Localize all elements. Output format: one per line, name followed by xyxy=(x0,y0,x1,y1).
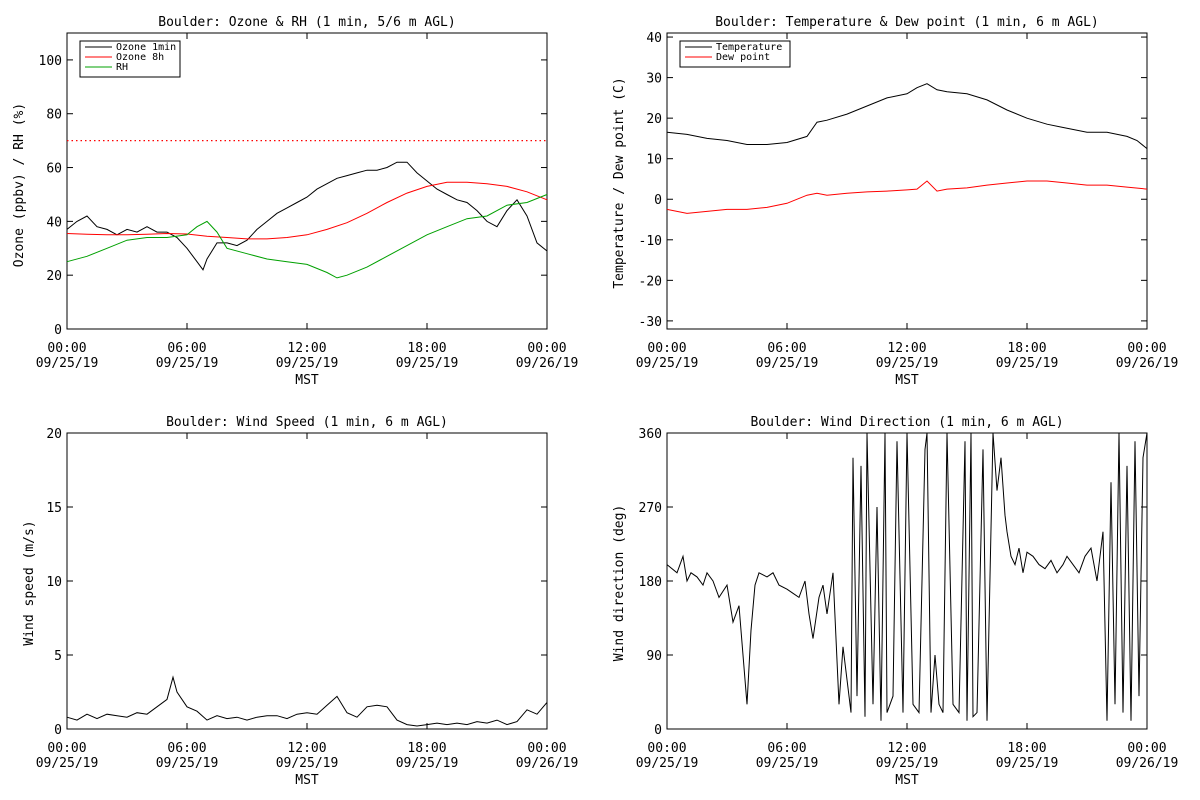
x-tick-time: 00:00 xyxy=(647,741,686,756)
x-tick-date: 09/25/19 xyxy=(36,756,99,771)
x-axis-label: MST xyxy=(295,773,319,788)
y-tick-label: 15 xyxy=(46,501,62,516)
y-tick-label: 90 xyxy=(646,649,662,664)
x-tick-time: 00:00 xyxy=(1127,341,1166,356)
x-tick-date: 09/25/19 xyxy=(876,756,939,771)
x-tick-date: 09/25/19 xyxy=(876,356,939,371)
x-tick-time: 18:00 xyxy=(407,341,446,356)
x-tick-time: 06:00 xyxy=(767,741,806,756)
panel-wind-direction: Boulder: Wind Direction (1 min, 6 m AGL)… xyxy=(612,415,1178,788)
x-tick-date: 09/26/19 xyxy=(1116,756,1179,771)
y-tick-label: 80 xyxy=(46,108,62,123)
x-tick-time: 18:00 xyxy=(1007,341,1046,356)
y-tick-label: -30 xyxy=(639,315,662,330)
x-tick-time: 06:00 xyxy=(167,741,206,756)
legend-label: Ozone 8h xyxy=(116,52,164,63)
chart-title: Boulder: Temperature & Dew point (1 min,… xyxy=(715,15,1099,30)
x-tick-time: 00:00 xyxy=(527,341,566,356)
legend-label: Dew point xyxy=(716,52,770,63)
y-axis-label: Temperature / Dew point (C) xyxy=(612,77,627,288)
x-tick-date: 09/25/19 xyxy=(636,356,699,371)
series-line-0 xyxy=(66,675,548,727)
x-tick-time: 00:00 xyxy=(527,741,566,756)
y-tick-label: 40 xyxy=(646,31,662,46)
x-tick-date: 09/25/19 xyxy=(636,756,699,771)
x-tick-time: 00:00 xyxy=(47,741,86,756)
y-axis-label: Wind direction (deg) xyxy=(612,505,627,662)
x-tick-date: 09/25/19 xyxy=(996,356,1059,371)
y-tick-label: 0 xyxy=(654,723,662,738)
x-tick-time: 12:00 xyxy=(887,341,926,356)
y-tick-label: -20 xyxy=(639,274,662,289)
y-axis-label: Wind speed (m/s) xyxy=(22,520,37,645)
x-tick-date: 09/25/19 xyxy=(36,356,99,371)
legend-label: Temperature xyxy=(716,42,782,53)
chart-title: Boulder: Ozone & RH (1 min, 5/6 m AGL) xyxy=(158,15,455,30)
x-tick-time: 00:00 xyxy=(1127,741,1166,756)
x-tick-date: 09/26/19 xyxy=(516,756,579,771)
plot-area: 0510152000:0009/25/1906:0009/25/1912:000… xyxy=(36,427,579,771)
series-line-0 xyxy=(666,83,1148,149)
panel-ozone: Boulder: Ozone & RH (1 min, 5/6 m AGL) O… xyxy=(12,15,578,388)
x-axis-label: MST xyxy=(895,773,919,788)
x-axis-label: MST xyxy=(295,373,319,388)
series-line-1 xyxy=(666,180,1148,214)
x-tick-date: 09/25/19 xyxy=(996,756,1059,771)
y-tick-label: 0 xyxy=(54,323,62,338)
x-tick-date: 09/25/19 xyxy=(156,356,219,371)
y-tick-label: -10 xyxy=(639,234,662,249)
x-tick-time: 12:00 xyxy=(287,341,326,356)
x-tick-time: 12:00 xyxy=(287,741,326,756)
x-tick-date: 09/26/19 xyxy=(516,356,579,371)
y-tick-label: 100 xyxy=(39,54,62,69)
chart-title: Boulder: Wind Speed (1 min, 6 m AGL) xyxy=(166,415,448,430)
legend-label: Ozone 1min xyxy=(116,42,176,53)
x-tick-date: 09/25/19 xyxy=(756,356,819,371)
x-tick-date: 09/25/19 xyxy=(276,356,339,371)
x-tick-time: 12:00 xyxy=(887,741,926,756)
y-tick-label: 180 xyxy=(639,575,662,590)
panel-wind-speed: Boulder: Wind Speed (1 min, 6 m AGL) Win… xyxy=(22,415,578,788)
plot-area: 09018027036000:0009/25/1906:0009/25/1912… xyxy=(636,427,1179,771)
x-tick-time: 00:00 xyxy=(47,341,86,356)
x-tick-time: 06:00 xyxy=(167,341,206,356)
y-tick-label: 20 xyxy=(646,112,662,127)
x-axis-label: MST xyxy=(895,373,919,388)
plot-area: 02040608010000:0009/25/1906:0009/25/1912… xyxy=(36,32,579,371)
y-tick-label: 30 xyxy=(646,72,662,87)
y-tick-label: 10 xyxy=(46,575,62,590)
x-tick-date: 09/26/19 xyxy=(1116,356,1179,371)
x-tick-time: 00:00 xyxy=(647,341,686,356)
y-tick-label: 20 xyxy=(46,269,62,284)
legend-box xyxy=(679,40,791,68)
x-tick-date: 09/25/19 xyxy=(756,756,819,771)
series-line-0 xyxy=(666,432,1148,721)
series-line-1 xyxy=(66,181,548,240)
series-line-0 xyxy=(66,161,548,271)
y-tick-label: 5 xyxy=(54,649,62,664)
y-tick-label: 10 xyxy=(646,153,662,168)
y-tick-label: 40 xyxy=(46,215,62,230)
y-tick-label: 360 xyxy=(639,427,662,442)
x-tick-date: 09/25/19 xyxy=(156,756,219,771)
x-tick-date: 09/25/19 xyxy=(276,756,339,771)
plot-area: -30-20-1001020304000:0009/25/1906:0009/2… xyxy=(636,31,1179,371)
x-tick-time: 06:00 xyxy=(767,341,806,356)
y-axis-label: Ozone (ppbv) / RH (%) xyxy=(12,103,27,267)
x-tick-time: 18:00 xyxy=(1007,741,1046,756)
y-tick-label: 270 xyxy=(639,501,662,516)
x-tick-date: 09/25/19 xyxy=(396,356,459,371)
y-tick-label: 0 xyxy=(654,193,662,208)
x-tick-date: 09/25/19 xyxy=(396,756,459,771)
chart-title: Boulder: Wind Direction (1 min, 6 m AGL) xyxy=(750,415,1063,430)
legend-label: RH xyxy=(116,62,128,73)
y-tick-label: 20 xyxy=(46,427,62,442)
y-tick-label: 0 xyxy=(54,723,62,738)
x-tick-time: 18:00 xyxy=(407,741,446,756)
series-line-2 xyxy=(66,194,548,279)
y-tick-label: 60 xyxy=(46,162,62,177)
panel-temperature: Boulder: Temperature & Dew point (1 min,… xyxy=(612,15,1178,388)
